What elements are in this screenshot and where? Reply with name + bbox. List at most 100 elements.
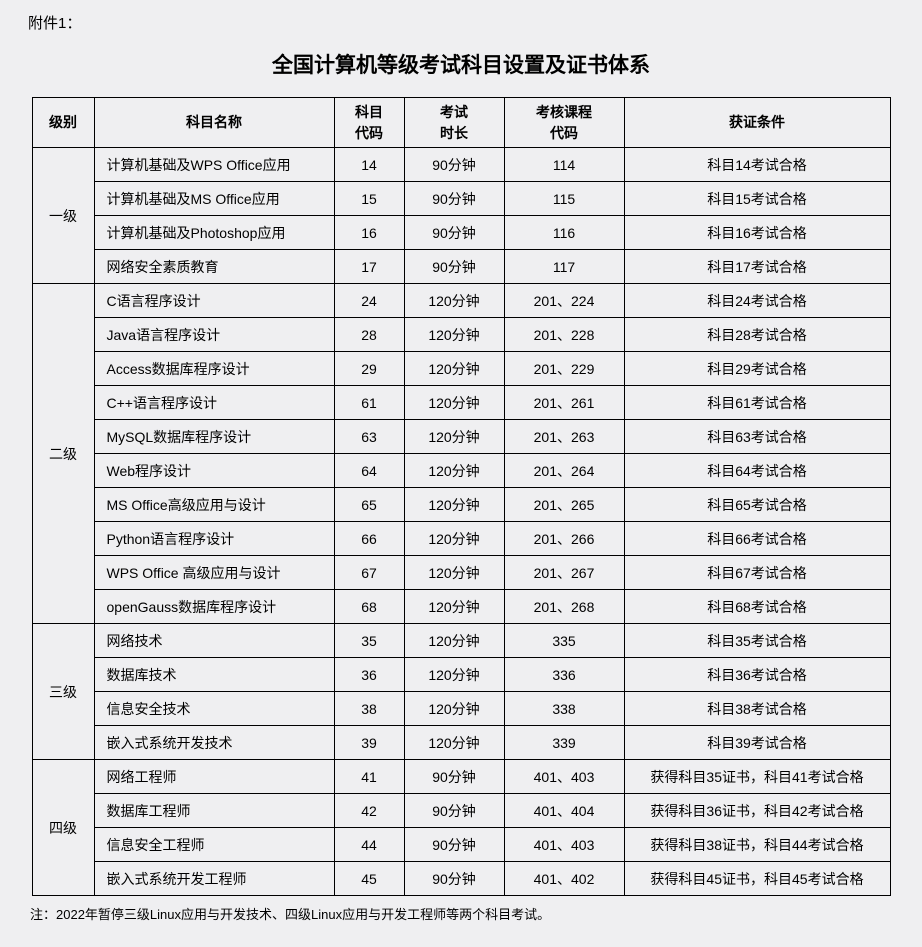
table-row: MS Office高级应用与设计65120分钟201、265科目65考试合格 (32, 488, 890, 522)
cell-course-code: 201、268 (504, 590, 624, 624)
cell-course-code: 201、261 (504, 386, 624, 420)
cell-duration: 120分钟 (404, 488, 504, 522)
cell-course-code: 401、402 (504, 862, 624, 896)
cell-duration: 120分钟 (404, 624, 504, 658)
th-duration: 考试 时长 (404, 98, 504, 148)
cell-subject-name: 网络技术 (94, 624, 334, 658)
table-row: 一级计算机基础及WPS Office应用1490分钟114科目14考试合格 (32, 148, 890, 182)
table-row: 嵌入式系统开发技术39120分钟339科目39考试合格 (32, 726, 890, 760)
cell-course-code: 336 (504, 658, 624, 692)
table-header-row: 级别 科目名称 科目 代码 考试 时长 考核课程 代码 获证条件 (32, 98, 890, 148)
exam-table: 级别 科目名称 科目 代码 考试 时长 考核课程 代码 获证条件 一级计算机基础… (32, 97, 891, 896)
th-name: 科目名称 (94, 98, 334, 148)
cell-duration: 90分钟 (404, 760, 504, 794)
cell-subject-code: 24 (334, 284, 404, 318)
page-title: 全国计算机等级考试科目设置及证书体系 (24, 49, 898, 79)
th-code-l1: 科目 (355, 104, 383, 120)
table-row: 网络安全素质教育1790分钟117科目17考试合格 (32, 250, 890, 284)
table-row: 数据库工程师4290分钟401、404获得科目36证书，科目42考试合格 (32, 794, 890, 828)
cell-duration: 90分钟 (404, 862, 504, 896)
cell-course-code: 338 (504, 692, 624, 726)
cell-subject-code: 64 (334, 454, 404, 488)
cell-subject-code: 15 (334, 182, 404, 216)
th-level: 级别 (32, 98, 94, 148)
cell-subject-code: 42 (334, 794, 404, 828)
cell-subject-name: 嵌入式系统开发工程师 (94, 862, 334, 896)
cell-subject-name: C++语言程序设计 (94, 386, 334, 420)
cell-course-code: 335 (504, 624, 624, 658)
table-row: 信息安全技术38120分钟338科目38考试合格 (32, 692, 890, 726)
table-row: 二级C语言程序设计24120分钟201、224科目24考试合格 (32, 284, 890, 318)
cell-condition: 科目15考试合格 (624, 182, 890, 216)
cell-course-code: 116 (504, 216, 624, 250)
cell-condition: 科目61考试合格 (624, 386, 890, 420)
table-row: WPS Office 高级应用与设计67120分钟201、267科目67考试合格 (32, 556, 890, 590)
cell-condition: 科目28考试合格 (624, 318, 890, 352)
cell-subject-name: 信息安全工程师 (94, 828, 334, 862)
cell-subject-name: Python语言程序设计 (94, 522, 334, 556)
cell-condition: 科目16考试合格 (624, 216, 890, 250)
cell-course-code: 401、403 (504, 760, 624, 794)
table-row: Python语言程序设计66120分钟201、266科目66考试合格 (32, 522, 890, 556)
cell-course-code: 401、403 (504, 828, 624, 862)
cell-subject-name: 计算机基础及MS Office应用 (94, 182, 334, 216)
cell-level: 二级 (32, 284, 94, 624)
cell-duration: 120分钟 (404, 658, 504, 692)
cell-subject-name: 嵌入式系统开发技术 (94, 726, 334, 760)
cell-course-code: 201、266 (504, 522, 624, 556)
cell-subject-code: 44 (334, 828, 404, 862)
cell-subject-code: 16 (334, 216, 404, 250)
cell-subject-code: 28 (334, 318, 404, 352)
cell-course-code: 114 (504, 148, 624, 182)
cell-condition: 科目64考试合格 (624, 454, 890, 488)
cell-subject-name: 计算机基础及Photoshop应用 (94, 216, 334, 250)
cell-subject-code: 17 (334, 250, 404, 284)
cell-subject-code: 61 (334, 386, 404, 420)
cell-level: 三级 (32, 624, 94, 760)
cell-subject-code: 38 (334, 692, 404, 726)
th-code: 科目 代码 (334, 98, 404, 148)
cell-subject-name: C语言程序设计 (94, 284, 334, 318)
cell-condition: 科目35考试合格 (624, 624, 890, 658)
cell-subject-code: 68 (334, 590, 404, 624)
cell-condition: 科目14考试合格 (624, 148, 890, 182)
cell-subject-name: 数据库工程师 (94, 794, 334, 828)
table-row: Web程序设计64120分钟201、264科目64考试合格 (32, 454, 890, 488)
cell-course-code: 201、267 (504, 556, 624, 590)
cell-duration: 90分钟 (404, 828, 504, 862)
cell-subject-name: Access数据库程序设计 (94, 352, 334, 386)
th-course-l2: 代码 (550, 125, 578, 141)
cell-subject-name: MS Office高级应用与设计 (94, 488, 334, 522)
table-row: openGauss数据库程序设计68120分钟201、268科目68考试合格 (32, 590, 890, 624)
cell-duration: 120分钟 (404, 454, 504, 488)
th-dur-l2: 时长 (440, 125, 468, 141)
cell-level: 一级 (32, 148, 94, 284)
cell-course-code: 201、224 (504, 284, 624, 318)
th-course-l1: 考核课程 (536, 104, 592, 120)
cell-duration: 120分钟 (404, 556, 504, 590)
cell-course-code: 339 (504, 726, 624, 760)
th-course: 考核课程 代码 (504, 98, 624, 148)
cell-course-code: 201、228 (504, 318, 624, 352)
cell-course-code: 117 (504, 250, 624, 284)
cell-subject-name: 计算机基础及WPS Office应用 (94, 148, 334, 182)
cell-condition: 科目67考试合格 (624, 556, 890, 590)
cell-subject-name: Web程序设计 (94, 454, 334, 488)
cell-condition: 科目68考试合格 (624, 590, 890, 624)
cell-subject-code: 65 (334, 488, 404, 522)
cell-subject-code: 35 (334, 624, 404, 658)
cell-level: 四级 (32, 760, 94, 896)
cell-subject-code: 41 (334, 760, 404, 794)
cell-duration: 120分钟 (404, 284, 504, 318)
cell-subject-name: MySQL数据库程序设计 (94, 420, 334, 454)
cell-subject-code: 29 (334, 352, 404, 386)
cell-duration: 90分钟 (404, 250, 504, 284)
cell-subject-name: Java语言程序设计 (94, 318, 334, 352)
cell-duration: 120分钟 (404, 726, 504, 760)
cell-subject-name: 信息安全技术 (94, 692, 334, 726)
cell-subject-code: 39 (334, 726, 404, 760)
cell-subject-name: openGauss数据库程序设计 (94, 590, 334, 624)
cell-subject-code: 63 (334, 420, 404, 454)
cell-condition: 科目65考试合格 (624, 488, 890, 522)
cell-subject-name: WPS Office 高级应用与设计 (94, 556, 334, 590)
